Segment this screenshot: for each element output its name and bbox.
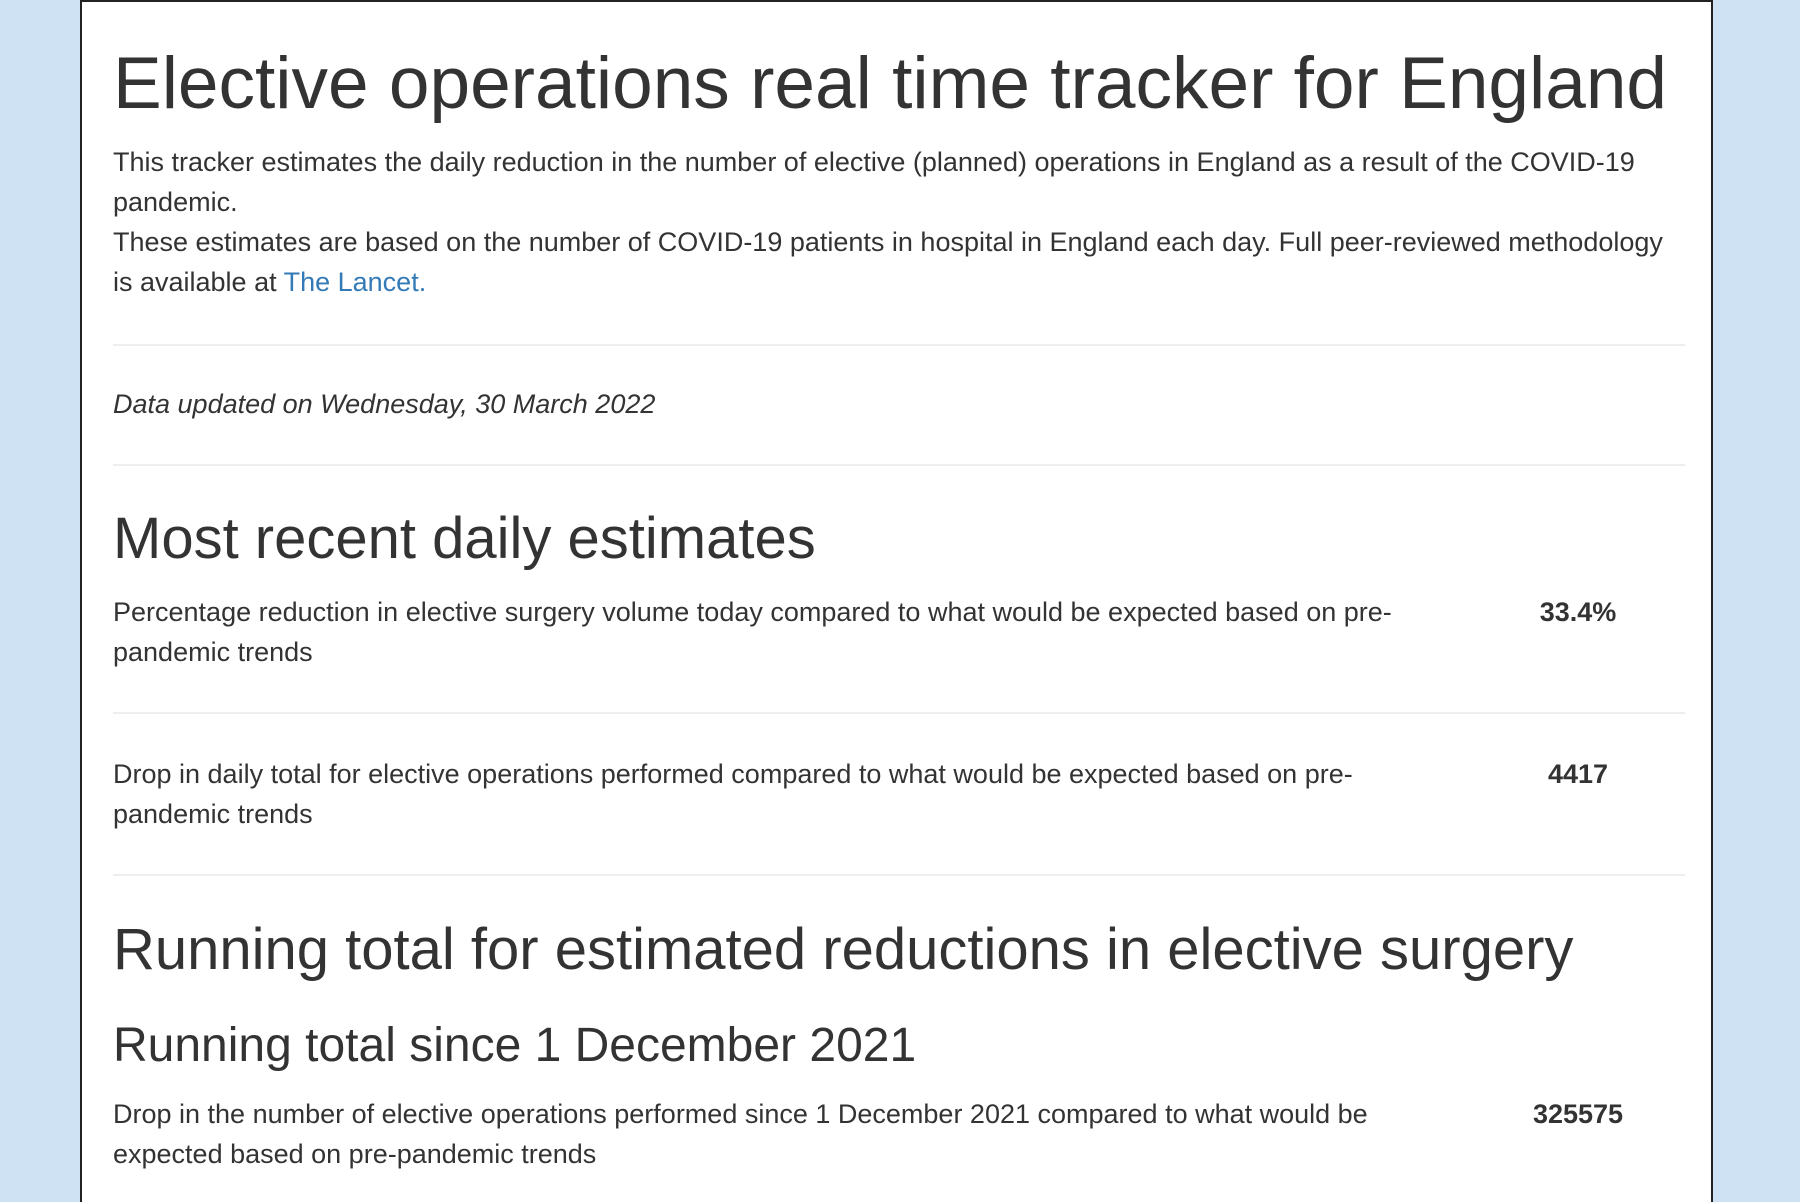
recent-estimates-heading: Most recent daily estimates [113, 506, 816, 571]
lancet-link[interactable]: The Lancet. [283, 267, 427, 297]
running-total-value: 325575 [1532, 1099, 1624, 1129]
running-total-subheading: Running total since 1 December 2021 [113, 1019, 917, 1072]
page-title: Elective operations real time tracker fo… [113, 43, 1668, 124]
intro-paragraph-2-text: These estimates are based on the number … [113, 227, 1663, 297]
estimate-label: Drop in daily total for elective operati… [113, 759, 1353, 829]
divider [113, 874, 1685, 876]
estimate-value: 4417 [1547, 759, 1609, 789]
estimate-label: Percentage reduction in elective surgery… [113, 597, 1392, 667]
running-total-label: Drop in the number of elective operation… [113, 1099, 1368, 1169]
running-total-heading: Running total for estimated reductions i… [113, 917, 1574, 982]
divider [113, 464, 1685, 466]
divider [113, 712, 1685, 714]
intro-paragraph-1: This tracker estimates the daily reducti… [113, 147, 1635, 217]
estimate-value: 33.4% [1539, 597, 1617, 627]
main-panel: Elective operations real time tracker fo… [80, 0, 1713, 1202]
divider [113, 344, 1685, 346]
intro: This tracker estimates the daily reducti… [113, 142, 1685, 302]
intro-paragraph-2: These estimates are based on the number … [113, 222, 1685, 302]
data-updated-text: Data updated on Wednesday, 30 March 2022 [113, 389, 656, 419]
